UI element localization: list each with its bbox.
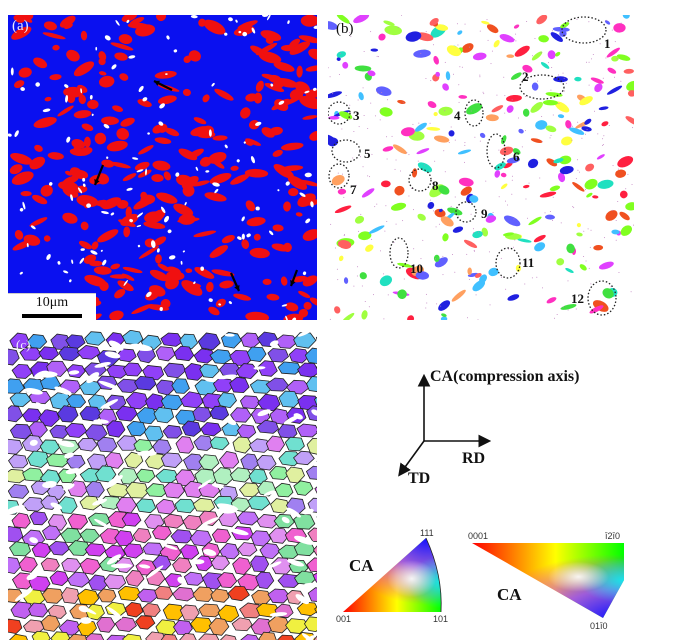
ipf-cubic-corner-101: 101 <box>433 614 449 624</box>
panel-label-c: (c) <box>16 337 31 352</box>
svg-text:10: 10 <box>410 261 423 276</box>
ipf-key-cubic: CA 001 101 111 <box>330 528 460 640</box>
svg-text:11: 11 <box>522 255 534 270</box>
svg-text:2: 2 <box>522 69 529 84</box>
axis-label-td: TD <box>408 470 431 487</box>
panel-label-a: (a) <box>12 18 29 34</box>
svg-text:6: 6 <box>513 149 520 164</box>
axis-label-rd: RD <box>462 450 486 467</box>
ipf-triangle-hexagonal-icon <box>472 543 624 618</box>
ipf-cubic-ca-label: CA <box>349 556 374 575</box>
axes-arrows-icon <box>398 373 492 477</box>
ipf-key-hexagonal: CA 0001 ī2ī0 01ī0 <box>462 525 662 643</box>
ipf-hex-corner-12-10: ī2ī0 <box>605 531 621 541</box>
ipf-hex-corner-01-10: 01ī0 <box>590 621 608 631</box>
coordinate-system: CA(compression axis) RD TD <box>380 360 620 500</box>
svg-text:9: 9 <box>481 206 488 221</box>
svg-text:1: 1 <box>604 36 611 51</box>
axis-label-ca: CA(compression axis) <box>430 368 580 385</box>
svg-text:5: 5 <box>364 146 371 161</box>
phase-map-panel-a: (a) 10μm <box>8 15 317 320</box>
ipf-triangle-cubic-icon <box>343 537 442 613</box>
scale-bar-label: 10μm <box>35 295 69 310</box>
ipf-hex-corner-0001: 0001 <box>468 531 489 541</box>
scale-bar: 10μm <box>8 293 96 320</box>
svg-text:7: 7 <box>350 182 357 197</box>
ipf-cubic-corner-111: 111 <box>420 528 434 538</box>
svg-text:8: 8 <box>432 178 439 193</box>
svg-text:12: 12 <box>571 291 584 306</box>
ipf-map-image-c <box>8 330 317 640</box>
scale-bar-line <box>22 314 82 318</box>
phase-map-image <box>8 15 317 320</box>
ipf-hex-ca-label: CA <box>497 585 522 604</box>
ipf-cubic-corner-001: 001 <box>336 614 352 624</box>
panel-label-b: (b) <box>336 21 354 37</box>
svg-text:4: 4 <box>454 108 461 123</box>
ipf-map-panel-b: 1 2 3 4 5 6 7 8 9 10 11 12 (b) <box>328 15 634 320</box>
ipf-map-panel-c: (c) <box>8 330 317 640</box>
svg-text:3: 3 <box>353 108 360 123</box>
